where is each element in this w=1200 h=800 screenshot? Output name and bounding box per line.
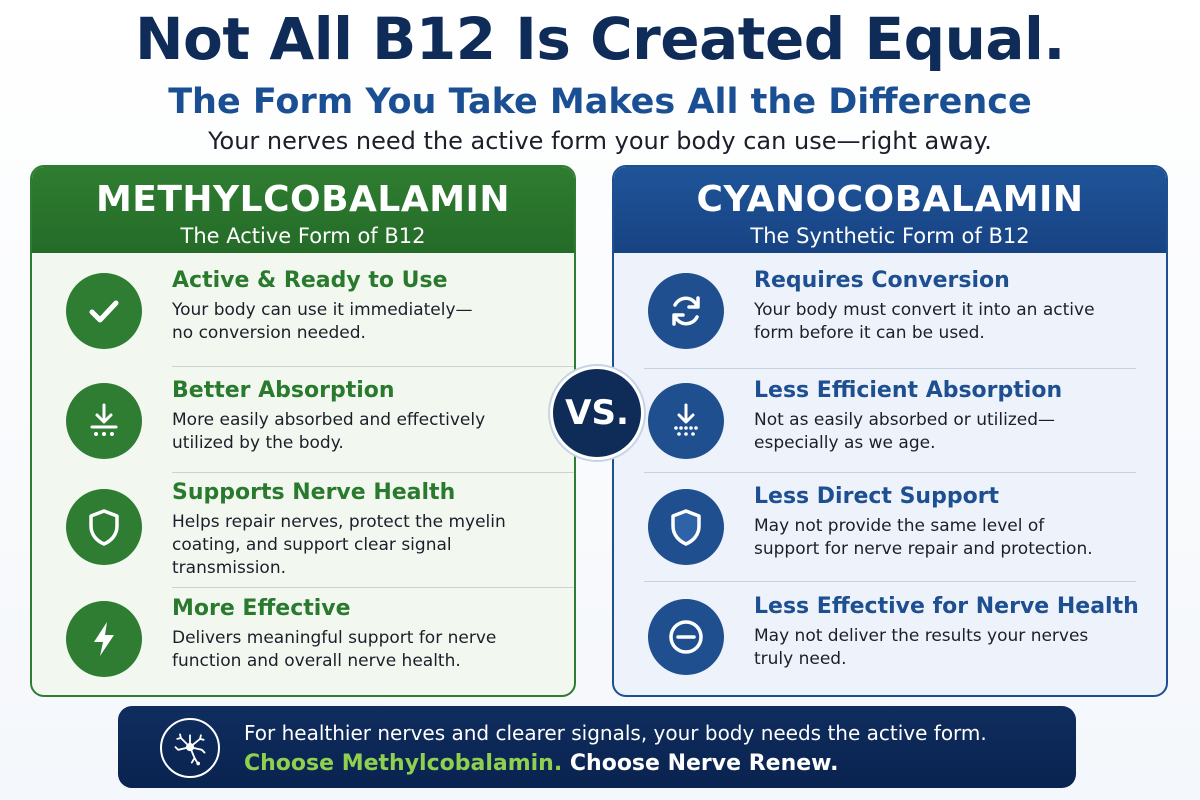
neuron-icon [160, 718, 220, 778]
divider [172, 366, 574, 367]
shield-icon [648, 489, 724, 565]
desc-line: function and overall nerve health. [172, 651, 461, 671]
benefit-desc: Your body can use it immediately— no con… [172, 299, 554, 345]
desc-line: Not as easily absorbed or utilized— [754, 410, 1055, 430]
benefit-title: More Effective [172, 596, 351, 621]
benefit-desc: Delivers meaningful support for nerve fu… [172, 627, 554, 673]
refresh-icon [648, 273, 724, 349]
desc-line: May not deliver the results your nerves [754, 626, 1089, 646]
desc-line: form before it can be used. [754, 323, 985, 343]
drawback-row: Less Effective for Nerve Health May not … [614, 583, 1166, 687]
desc-line: especially as we age. [754, 433, 936, 453]
benefit-desc: More easily absorbed and effectively uti… [172, 409, 554, 455]
methylcobalamin-panel: METHYLCOBALAMIN The Active Form of B12 A… [30, 165, 576, 697]
desc-line: utilized by the body. [172, 433, 344, 453]
drawback-desc: May not provide the same level of suppor… [754, 515, 1146, 561]
divider [172, 587, 574, 588]
drawback-title: Less Efficient Absorption [754, 378, 1063, 403]
divider [644, 581, 1136, 582]
cyanocobalamin-panel: CYANOCOBALAMIN The Synthetic Form of B12… [612, 165, 1168, 697]
drawback-desc: Not as easily absorbed or utilized— espe… [754, 409, 1146, 455]
cyanocobalamin-header: CYANOCOBALAMIN The Synthetic Form of B12 [614, 167, 1166, 253]
benefit-row: Supports Nerve Health Helps repair nerve… [32, 473, 574, 580]
methylcobalamin-header: METHYLCOBALAMIN The Active Form of B12 [32, 167, 574, 253]
benefit-row: Better Absorption More easily absorbed a… [32, 367, 574, 471]
drawback-desc: Your body must convert it into an active… [754, 299, 1146, 345]
absorption-icon [648, 383, 724, 459]
vs-badge: VS. [550, 366, 644, 460]
cta-nerve-renew: Choose Nerve Renew. [569, 751, 839, 776]
drawback-title: Less Effective for Nerve Health [754, 594, 1139, 619]
minus-circle-icon [648, 599, 724, 675]
check-icon [66, 273, 142, 349]
panel-name: CYANOCOBALAMIN [696, 179, 1084, 220]
desc-line: Helps repair nerves, protect the myelin [172, 512, 506, 532]
page-title: Not All B12 Is Created Equal. [135, 5, 1065, 73]
drawback-row: Requires Conversion Your body must conve… [614, 257, 1166, 361]
drawback-row: Less Efficient Absorption Not as easily … [614, 367, 1166, 471]
desc-line: coating, and support clear signal [172, 535, 452, 555]
desc-line: Your body can use it immediately— [172, 300, 473, 320]
divider [172, 472, 574, 473]
desc-line: no conversion needed. [172, 323, 366, 343]
cta-banner: For healthier nerves and clearer signals… [118, 706, 1076, 788]
desc-line: More easily absorbed and effectively [172, 410, 486, 430]
absorption-icon [66, 383, 142, 459]
lightning-icon [66, 601, 142, 677]
panel-name: METHYLCOBALAMIN [95, 179, 511, 220]
desc-line: May not provide the same level of [754, 516, 1045, 536]
benefit-title: Better Absorption [172, 378, 395, 403]
benefit-row: More Effective Delivers meaningful suppo… [32, 585, 574, 689]
desc-line: transmission. [172, 558, 287, 578]
drawback-title: Requires Conversion [754, 268, 1010, 293]
desc-line: Your body must convert it into an active [754, 300, 1095, 320]
page-subtitle: The Form You Take Makes All the Differen… [168, 82, 1032, 122]
divider [644, 472, 1136, 473]
cta-methylcobalamin: Choose Methylcobalamin. [244, 751, 563, 776]
desc-line: support for nerve repair and protection. [754, 539, 1093, 559]
shield-icon [66, 489, 142, 565]
benefit-row: Active & Ready to Use Your body can use … [32, 257, 574, 361]
drawback-desc: May not deliver the results your nerves … [754, 625, 1146, 671]
benefit-title: Active & Ready to Use [172, 268, 448, 293]
benefit-desc: Helps repair nerves, protect the myelin … [172, 511, 554, 580]
benefit-title: Supports Nerve Health [172, 480, 456, 505]
drawback-title: Less Direct Support [754, 484, 1000, 509]
panel-form: The Synthetic Form of B12 [750, 224, 1030, 248]
desc-line: Delivers meaningful support for nerve [172, 628, 497, 648]
banner-cta: Choose Methylcobalamin. Choose Nerve Ren… [244, 750, 1056, 778]
panel-form: The Active Form of B12 [180, 224, 426, 248]
desc-line: truly need. [754, 649, 847, 669]
banner-message: For healthier nerves and clearer signals… [244, 721, 987, 745]
divider [644, 368, 1136, 369]
page-tagline: Your nerves need the active form your bo… [208, 127, 992, 155]
drawback-row: Less Direct Support May not provide the … [614, 473, 1166, 577]
